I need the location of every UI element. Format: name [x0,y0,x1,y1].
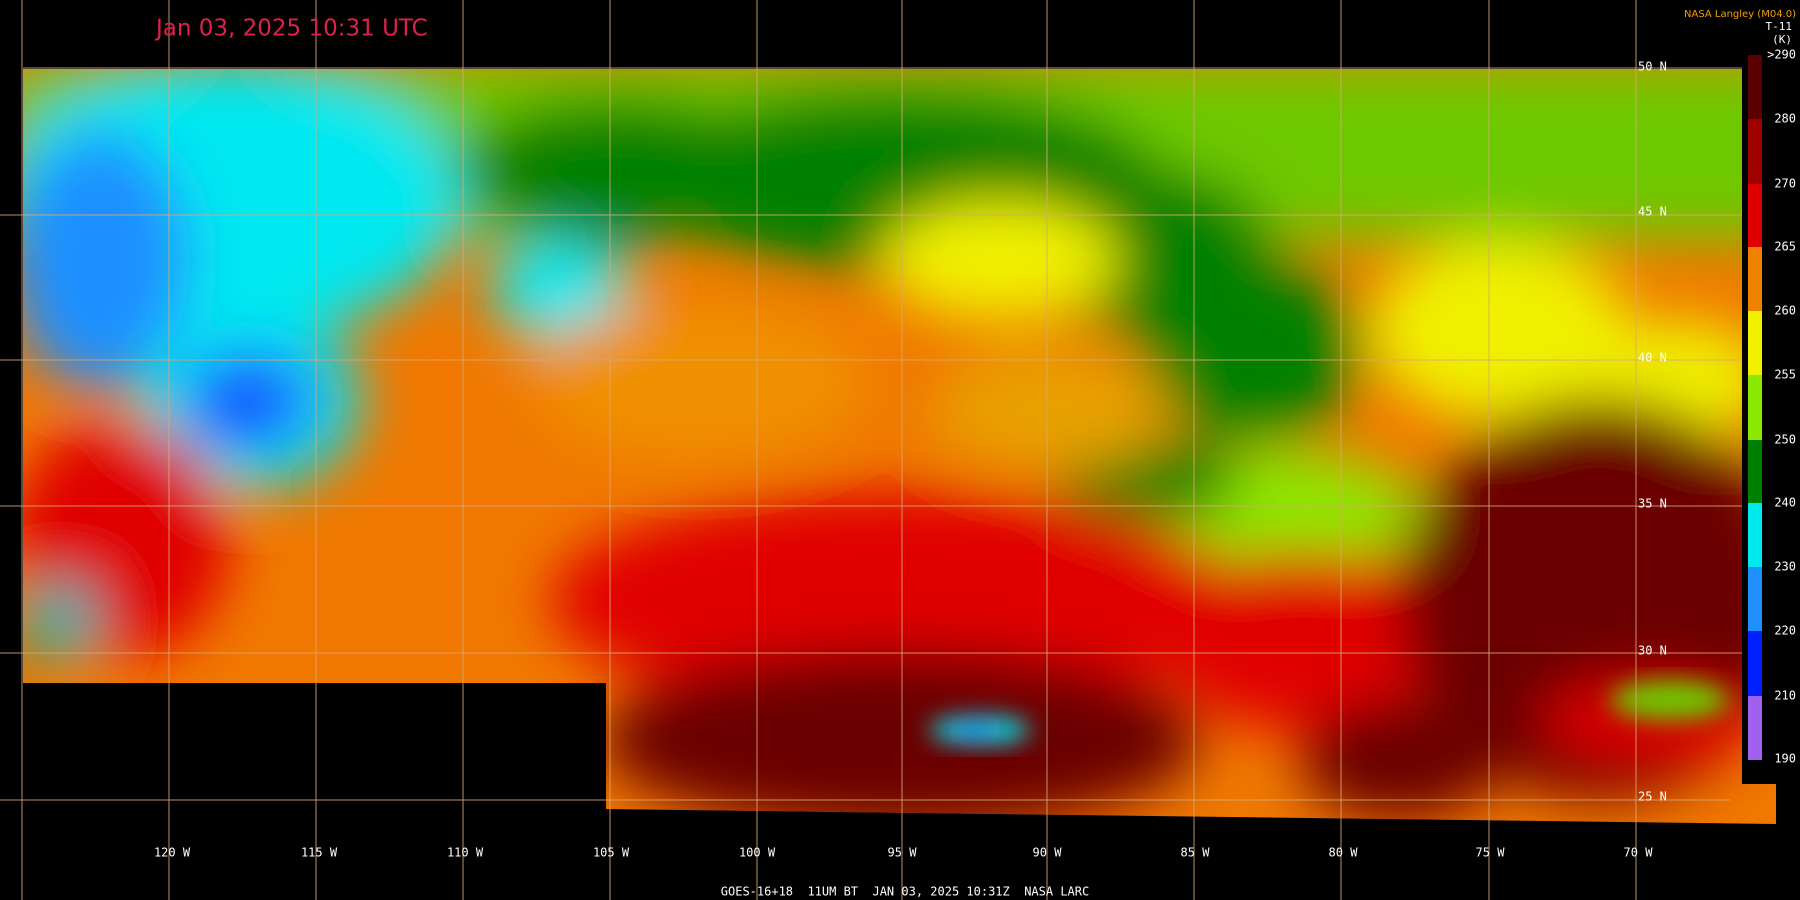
colorbar-label: >290 [1767,48,1796,62]
colorbar-label: 210 [1774,689,1796,703]
latitude-label: 50 N [1638,60,1667,74]
colorbar-title: T-11 [1766,20,1793,33]
longitude-label: 110 W [447,846,484,860]
colorbar-segment [1748,440,1762,503]
longitude-label: 90 W [1033,846,1063,860]
colorbar-segment [1748,247,1762,311]
colorbar-label: 260 [1774,304,1796,318]
colorbar-segment [1748,696,1762,760]
latitude-label: 25 N [1638,790,1667,804]
colorbar-label: 240 [1774,496,1796,510]
colorbar-label: 250 [1774,433,1796,447]
longitude-label: 120 W [154,846,191,860]
colorbar-label: 230 [1774,560,1796,574]
latitude-label: 30 N [1638,644,1667,658]
colorbar-segment [1748,55,1762,119]
footer: GOES-16+18 11UM BT JAN 03, 2025 10:31Z N… [721,885,1089,899]
longitude-label: 85 W [1181,846,1211,860]
latitude-label: 45 N [1638,205,1667,219]
colorbar-segment [1748,311,1762,375]
longitude-label: 95 W [888,846,918,860]
colorbar-segment [1748,631,1762,696]
longitude-label: 105 W [593,846,630,860]
timestamp-title: Jan 03, 2025 10:31 UTC [154,16,428,42]
longitude-label: 70 W [1624,846,1654,860]
colorbar-label: 270 [1774,177,1796,191]
colorbar-unit: (K) [1772,33,1792,46]
colorbar-label: 255 [1774,368,1796,382]
graticule [0,0,1742,900]
colorbar-segment [1748,119,1762,184]
colorbar-segment [1748,184,1762,247]
colorbar-segment [1748,375,1762,440]
longitude-label: 115 W [301,846,338,860]
longitude-label: 100 W [739,846,776,860]
colorbar-label: 190 [1774,752,1796,766]
longitude-label: 80 W [1329,846,1359,860]
colorbar-label: 265 [1774,240,1796,254]
colorbar [1748,55,1762,760]
longitude-label: 75 W [1476,846,1506,860]
colorbar-segment [1748,503,1762,567]
colorbar-label: 220 [1774,624,1796,638]
colorbar-segment [1748,567,1762,631]
latitude-label: 35 N [1638,497,1667,511]
colorbar-label: 280 [1774,112,1796,126]
latitude-label: 40 N [1638,351,1667,365]
source-label: NASA Langley (M04.0) [1684,9,1796,20]
